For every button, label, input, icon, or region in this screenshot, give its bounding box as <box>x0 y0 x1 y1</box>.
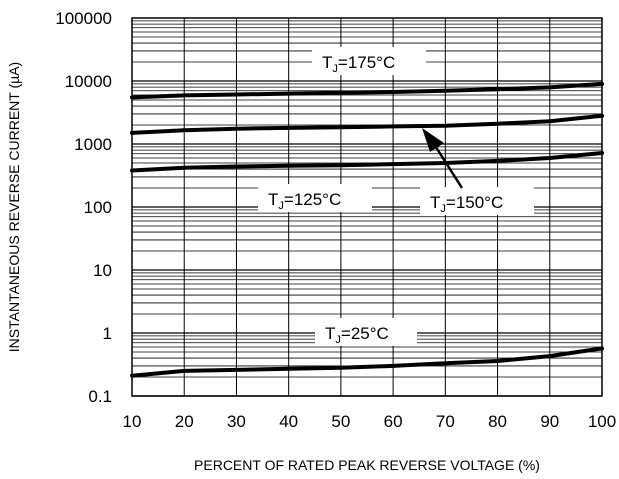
y-tick-label: 10000 <box>65 72 112 91</box>
y-tick-labels: 0.1 1 10 100 1000 10000 100000 <box>55 9 112 406</box>
x-tick-label: 40 <box>279 412 298 431</box>
series-line-3 <box>130 346 604 378</box>
y-tick-label: 100000 <box>55 9 112 28</box>
y-tick-label: 10 <box>93 261 112 280</box>
x-tick-label: 70 <box>436 412 455 431</box>
svg-text:TJ=125°C: TJ=125°C <box>268 190 341 212</box>
x-tick-label: 10 <box>123 412 142 431</box>
annotation-arrow <box>422 128 464 189</box>
svg-text:TJ=175°C: TJ=175°C <box>322 53 395 75</box>
x-axis-title: PERCENT OF RATED PEAK REVERSE VOLTAGE (%… <box>194 457 540 473</box>
annotation-175: TJ=175°C <box>312 47 426 75</box>
x-tick-label: 90 <box>540 412 559 431</box>
y-tick-label: 1 <box>103 324 112 343</box>
y-tick-label: 0.1 <box>88 387 112 406</box>
y-tick-label: 1000 <box>74 135 112 154</box>
x-tick-label: 20 <box>175 412 194 431</box>
annotation-25: TJ=25°C <box>315 318 417 346</box>
annotation-150: TJ=150°C <box>420 187 534 215</box>
x-tick-label: 50 <box>331 412 350 431</box>
y-tick-label: 100 <box>84 198 112 217</box>
y-axis-title: INSTANTANEOUS REVERSE CURRENT (µA) <box>6 62 22 352</box>
series-line-2 <box>130 151 604 173</box>
plot-frame <box>131 17 603 397</box>
svg-text:TJ=25°C: TJ=25°C <box>325 324 389 346</box>
svg-text:TJ=150°C: TJ=150°C <box>430 193 503 215</box>
series-line-1 <box>130 113 604 135</box>
annotation-125: TJ=125°C <box>258 184 372 212</box>
series-line-0 <box>130 81 604 100</box>
x-tick-label: 30 <box>227 412 246 431</box>
x-tick-label: 80 <box>488 412 507 431</box>
x-tick-label: 100 <box>588 412 616 431</box>
series-group <box>130 81 604 378</box>
x-tick-label: 60 <box>384 412 403 431</box>
x-tick-labels: 10 20 30 40 50 60 70 80 90 100 <box>123 412 617 431</box>
